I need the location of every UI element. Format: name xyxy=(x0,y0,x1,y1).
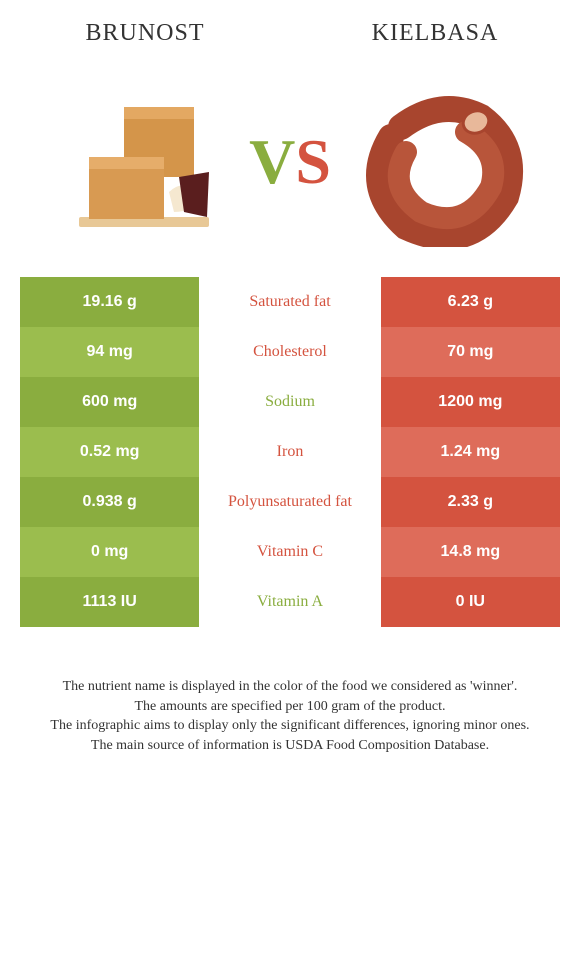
cell-nutrient-label: Vitamin C xyxy=(200,527,379,577)
table-row: 1113 IUVitamin A0 IU xyxy=(20,577,560,627)
footnotes: The nutrient name is displayed in the co… xyxy=(0,627,580,755)
cell-left-value: 600 mg xyxy=(20,377,199,427)
cell-right-value: 70 mg xyxy=(381,327,560,377)
brunost-image xyxy=(49,77,239,247)
cell-right-value: 1200 mg xyxy=(381,377,560,427)
table-row: 94 mgCholesterol70 mg xyxy=(20,327,560,377)
footnote-line: The amounts are specified per 100 gram o… xyxy=(25,697,555,717)
cell-left-value: 0.938 g xyxy=(20,477,199,527)
cell-nutrient-label: Vitamin A xyxy=(200,577,379,627)
cell-right-value: 14.8 mg xyxy=(381,527,560,577)
cell-nutrient-label: Iron xyxy=(200,427,379,477)
vs-s: S xyxy=(295,126,331,197)
table-row: 600 mgSodium1200 mg xyxy=(20,377,560,427)
nutrient-table: 19.16 gSaturated fat6.23 g94 mgCholester… xyxy=(0,277,580,627)
cell-right-value: 6.23 g xyxy=(381,277,560,327)
vs-v: V xyxy=(249,126,295,197)
cell-right-value: 2.33 g xyxy=(381,477,560,527)
header-right: Kielbasa xyxy=(290,20,580,47)
cell-nutrient-label: Sodium xyxy=(200,377,379,427)
table-row: 0 mgVitamin C14.8 mg xyxy=(20,527,560,577)
vs-label: VS xyxy=(249,125,331,199)
cell-left-value: 1113 IU xyxy=(20,577,199,627)
cell-left-value: 19.16 g xyxy=(20,277,199,327)
cell-left-value: 0 mg xyxy=(20,527,199,577)
cell-nutrient-label: Saturated fat xyxy=(200,277,379,327)
images-row: VS xyxy=(0,47,580,277)
table-row: 0.52 mgIron1.24 mg xyxy=(20,427,560,477)
table-row: 0.938 gPolyunsaturated fat2.33 g xyxy=(20,477,560,527)
footnote-line: The main source of information is USDA F… xyxy=(25,736,555,756)
cell-right-value: 1.24 mg xyxy=(381,427,560,477)
cell-left-value: 94 mg xyxy=(20,327,199,377)
header-left: Brunost xyxy=(0,20,290,47)
infographic-container: Brunost Kielbasa VS xyxy=(0,0,580,964)
footnote-line: The nutrient name is displayed in the co… xyxy=(25,677,555,697)
kielbasa-image xyxy=(341,77,531,247)
cell-nutrient-label: Cholesterol xyxy=(200,327,379,377)
table-row: 19.16 gSaturated fat6.23 g xyxy=(20,277,560,327)
cell-left-value: 0.52 mg xyxy=(20,427,199,477)
header-row: Brunost Kielbasa xyxy=(0,0,580,47)
cell-nutrient-label: Polyunsaturated fat xyxy=(200,477,379,527)
cell-right-value: 0 IU xyxy=(381,577,560,627)
footnote-line: The infographic aims to display only the… xyxy=(25,716,555,736)
